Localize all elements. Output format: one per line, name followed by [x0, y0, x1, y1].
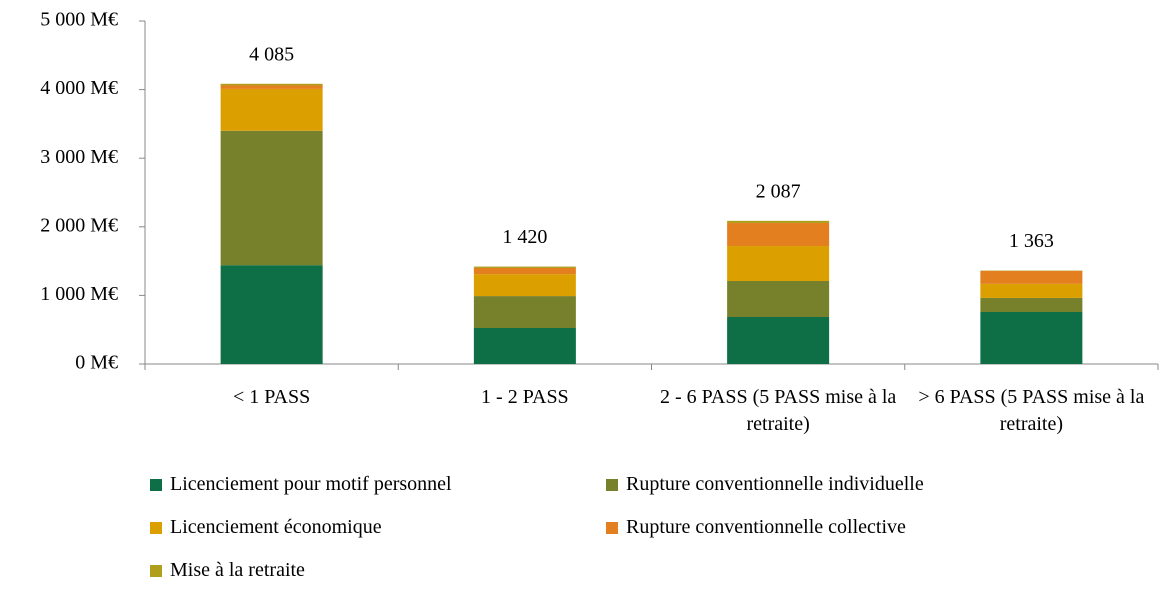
y-tick-label: 5 000 M€ — [40, 9, 118, 31]
bar-segment — [473, 267, 576, 275]
bar-segment — [220, 130, 323, 266]
legend-label: Licenciement économique — [170, 516, 382, 538]
bar-segment — [980, 312, 1083, 364]
y-tick-label: 1 000 M€ — [40, 283, 118, 305]
legend-swatch — [150, 521, 162, 534]
x-tick-label: > 6 PASS (5 PASS mise à la retraite) — [918, 386, 1145, 435]
y-tick-label: 0 M€ — [75, 352, 118, 374]
legend-item: Mise à la retraite — [150, 559, 305, 582]
bar-segment — [727, 317, 830, 364]
legend-swatch — [150, 564, 162, 577]
bar-segment — [473, 274, 576, 297]
bar-segment — [727, 223, 830, 247]
bar-segment — [727, 280, 830, 318]
total-label: 4 085 — [249, 43, 294, 65]
bar-segment — [727, 246, 830, 281]
x-tick-label: 2 - 6 PASS (5 PASS mise à la retraite) — [659, 386, 897, 435]
total-label: 2 087 — [756, 180, 801, 202]
bar-segment — [220, 85, 323, 89]
legend-label: Rupture conventionnelle collective — [626, 516, 906, 538]
total-label: 1 363 — [1009, 230, 1054, 252]
bar-segment — [727, 220, 830, 224]
y-tick-label: 4 000 M€ — [40, 77, 118, 99]
legend-label: Licenciement pour motif personnel — [170, 473, 452, 495]
legend-item: Licenciement économique — [150, 516, 382, 539]
legend-item: Licenciement pour motif personnel — [150, 473, 452, 496]
legend-item: Rupture conventionnelle collective — [606, 516, 906, 539]
legend-item: Rupture conventionnelle individuelle — [606, 473, 924, 496]
bar-segment — [980, 270, 1083, 284]
bar-segment — [980, 297, 1083, 313]
legend-swatch — [606, 521, 618, 534]
x-tick-label: 1 - 2 PASS — [481, 386, 569, 408]
legend-swatch — [606, 478, 618, 491]
bar-segment — [473, 296, 576, 328]
bar-segment — [220, 83, 323, 86]
bar-segment — [473, 266, 576, 268]
y-tick-label: 3 000 M€ — [40, 146, 118, 168]
bar-segment — [980, 283, 1083, 298]
legend-swatch — [150, 478, 162, 491]
total-label: 1 420 — [502, 226, 547, 248]
bar-segment — [220, 88, 323, 131]
legend-label: Mise à la retraite — [170, 559, 305, 581]
legend-label: Rupture conventionnelle individuelle — [626, 473, 924, 495]
bar-segment — [220, 265, 323, 364]
y-tick-label: 2 000 M€ — [40, 214, 118, 236]
x-tick-label: < 1 PASS — [232, 386, 311, 408]
bar-segment — [473, 327, 576, 364]
